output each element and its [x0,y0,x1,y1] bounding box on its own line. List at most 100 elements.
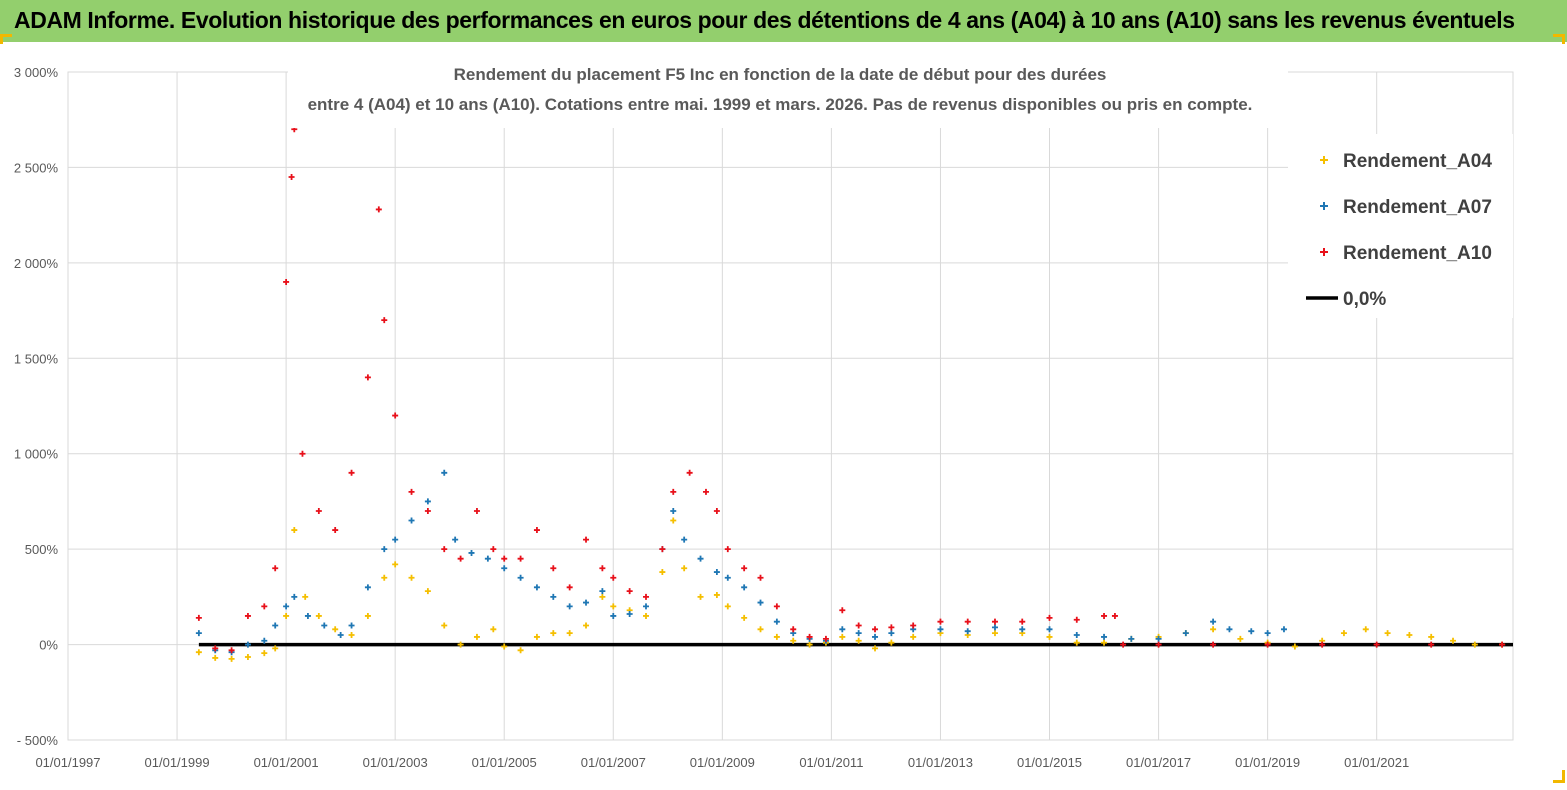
a04-point [681,565,688,572]
a10-point [1019,618,1026,625]
a10-point [1155,641,1162,648]
y-axis-ticks: 3 000% 2 500% 2 000% 1 500% 1 000% 500% 0% - 50… [14,65,59,748]
a07-point [773,618,780,625]
a07-point [670,507,677,514]
a04-point [315,612,322,619]
a07-point [1046,626,1053,633]
a04-point [272,645,279,652]
a07-point [566,603,573,610]
a04-point [1291,643,1298,650]
a10-point [566,584,573,591]
a10-point [659,546,666,553]
a10-point [533,527,540,534]
a07-point [1264,630,1271,637]
a04-point [457,641,464,648]
a10-point [272,565,279,572]
a04-point [441,622,448,629]
a07-point [855,630,862,637]
a07-point [272,622,279,629]
y-tick-label: 0% [39,638,58,653]
chart-marks [195,126,1513,662]
a04-point [599,593,606,600]
a04-point [473,633,480,640]
a04-point [643,612,649,619]
a07-point [441,469,448,476]
a04-point [790,637,797,644]
performance-chart: 3 000% 2 500% 2 000% 1 500% 1 000% 500% 0% - 50… [14,50,1514,770]
a10-point [1264,641,1271,648]
a07-point [468,549,475,556]
a07-point [888,630,895,637]
a04-point [583,622,590,629]
a04-point [424,588,431,595]
a04-point [1406,632,1413,639]
a10-point [381,317,388,324]
a10-point [1073,616,1080,623]
a07-point [484,555,491,562]
a04-point [1340,630,1347,637]
a10-point [1210,641,1217,648]
x-tick-label: 01/01/2005 [472,755,537,770]
a10-point [643,593,649,600]
a04-point [1237,635,1244,642]
legend-marker [1320,202,1328,210]
a04-point [244,653,251,660]
a07-point [583,599,590,606]
a07-point [261,637,268,644]
a07-point [1128,635,1135,642]
x-tick-label: 01/01/2003 [363,755,428,770]
a04-point [261,650,268,657]
a07-point [937,626,944,633]
a04-point [195,649,202,656]
a04-point [364,612,371,619]
banner-corner-mark [0,34,12,37]
a10-point [686,469,693,476]
a04-point [291,527,298,534]
a10-point [408,488,415,495]
a07-point [643,603,649,610]
a07-point [1210,618,1217,625]
a07-point [1101,633,1108,640]
a10-point [610,574,617,581]
a07-point [1182,630,1189,637]
chart-title-line-1: Rendement du placement F5 Inc en fonctio… [454,65,1107,84]
header-banner: ADAM Informe. Evolution historique des p… [0,0,1567,42]
a07-point [872,633,879,640]
legend-marker [1320,156,1328,164]
banner-corner-mark [1553,34,1565,37]
a04-point [332,626,339,633]
a10-point [283,278,290,285]
a10-point [424,507,431,514]
a07-point [1280,626,1287,633]
x-tick-label: 01/01/1997 [35,755,100,770]
a10-point [1373,641,1380,648]
a04-point [1471,641,1478,648]
chart-title-box: Rendement du placement F5 Inc en fonctio… [288,50,1288,128]
a07-point [337,632,344,639]
a04-point [533,633,540,640]
a10-point [991,618,998,625]
a04-point [212,654,219,661]
y-tick-label: 2 000% [14,256,59,271]
a10-point [473,507,480,514]
chart-corner-mark [1553,780,1565,783]
a07-point [681,536,688,543]
a07-point [610,612,617,619]
legend-label: Rendement_A10 [1343,243,1492,264]
a04-point [1450,637,1457,644]
a04-point [910,633,917,640]
chart-corner-mark [1562,770,1565,782]
a07-point [626,611,633,618]
y-tick-label: 3 000% [14,65,59,80]
a07-point [741,584,748,591]
a10-point [599,565,606,572]
legend-box [1288,134,1513,318]
a10-point [888,624,895,631]
x-tick-label: 01/01/2017 [1126,755,1191,770]
a04-point [839,633,846,640]
a10-point [332,527,339,534]
legend-label: Rendement_A07 [1343,197,1492,218]
a04-point [806,641,813,648]
a04-point [1428,633,1435,640]
a10-point [1101,612,1108,619]
